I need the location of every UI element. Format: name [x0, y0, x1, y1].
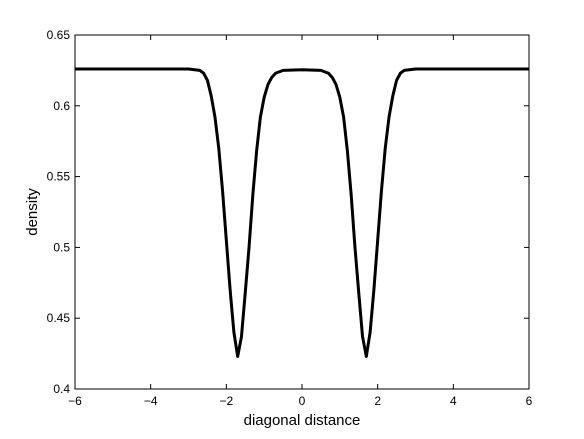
- data-line: [75, 67, 529, 358]
- y-tick-label: 0.55: [47, 170, 71, 184]
- x-tick-label: 0: [299, 394, 306, 408]
- x-tick-label: −2: [219, 394, 233, 408]
- y-axis-label: density: [24, 188, 41, 236]
- x-tick-label: 4: [450, 394, 457, 408]
- x-tick-label: 6: [526, 394, 533, 408]
- x-tick-label: −4: [144, 394, 158, 408]
- y-tick-label: 0.6: [53, 99, 70, 113]
- y-tick-label: 0.4: [53, 382, 70, 396]
- y-tick-label: 0.65: [47, 28, 71, 42]
- x-tick-label: −6: [68, 394, 82, 408]
- x-tick-label: 2: [374, 394, 381, 408]
- plot-frame: [74, 34, 530, 390]
- x-axis-label: diagonal distance: [244, 412, 361, 429]
- y-tick-label: 0.45: [47, 311, 71, 325]
- y-tick-label: 0.5: [53, 240, 70, 254]
